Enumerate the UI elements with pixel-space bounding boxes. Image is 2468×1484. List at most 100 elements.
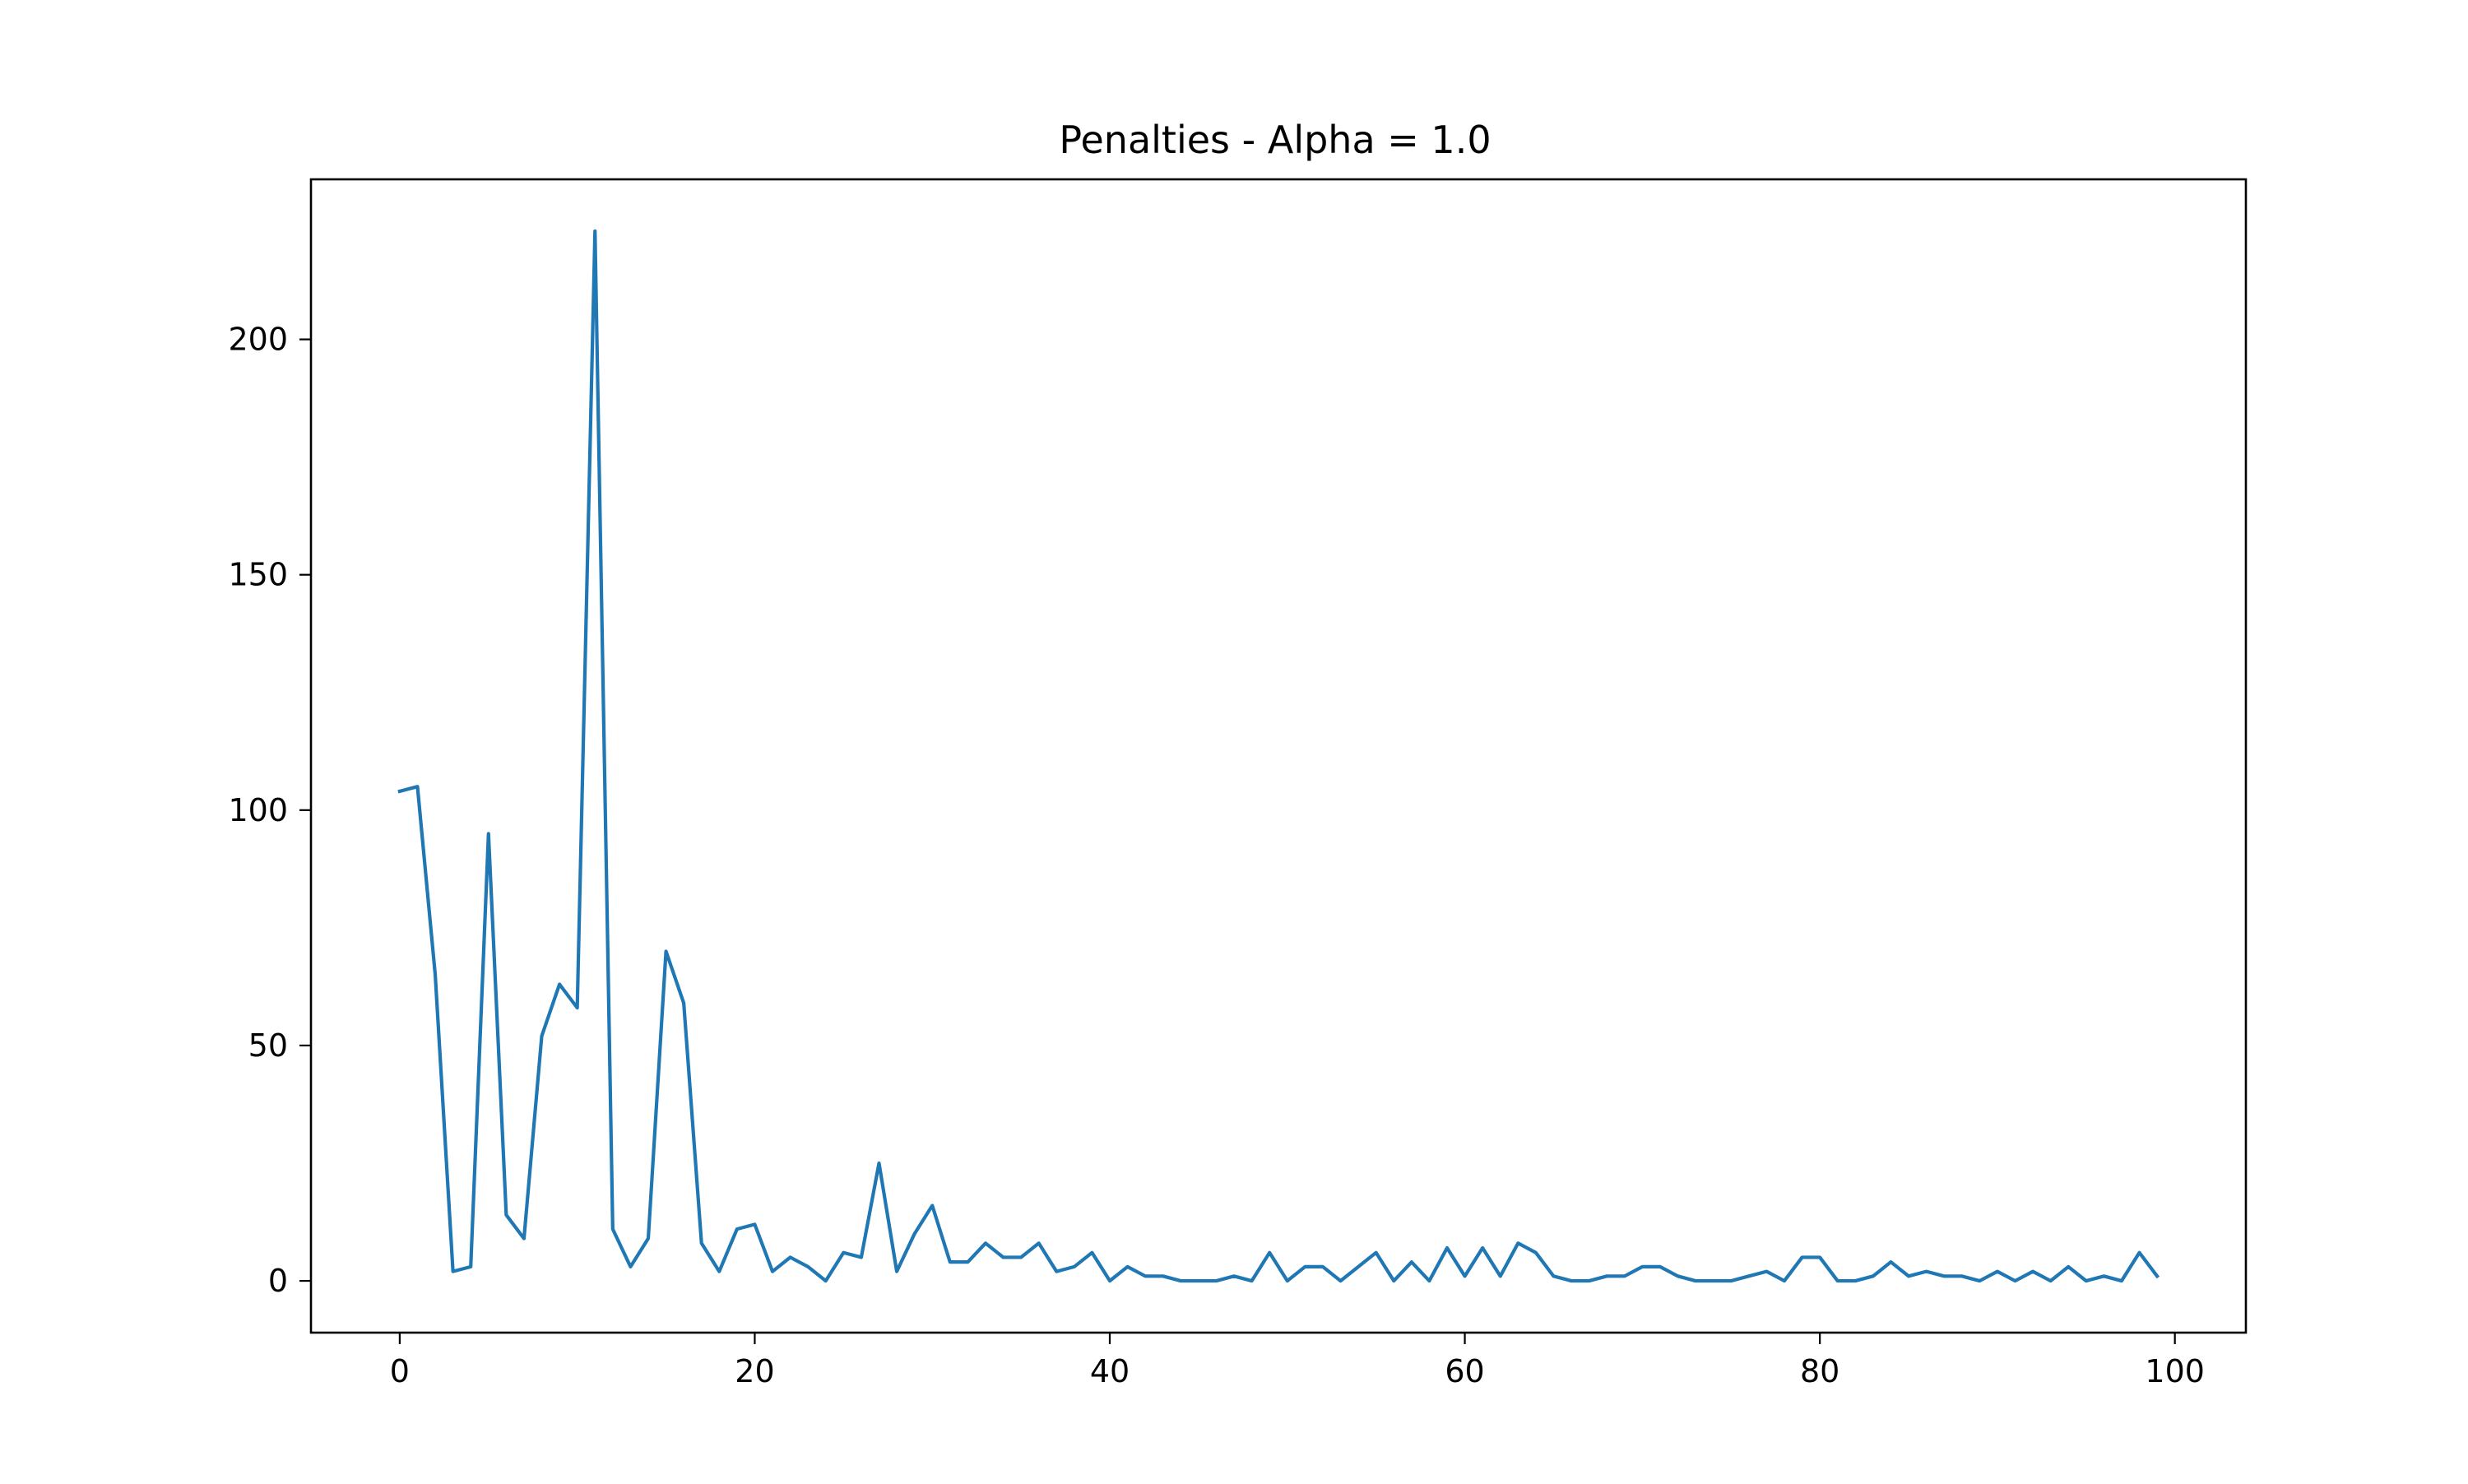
data-point <box>1782 1278 1787 1283</box>
x-tick-label: 80 <box>1800 1353 1839 1389</box>
data-point <box>717 1269 721 1274</box>
data-point <box>1587 1278 1592 1283</box>
data-point <box>486 831 491 836</box>
data-point <box>1320 1264 1325 1269</box>
chart-title: Penalties - Alpha = 1.0 <box>1059 118 1491 162</box>
data-point <box>2012 1278 2017 1283</box>
data-point <box>1374 1250 1379 1255</box>
plot-area: 0 20 40 60 80 100 0 50 100 150 200 <box>228 178 2248 1389</box>
data-point <box>1480 1245 1485 1250</box>
data-point <box>859 1254 864 1259</box>
data-point <box>1409 1259 1414 1264</box>
data-point <box>557 982 562 987</box>
data-point <box>983 1241 988 1245</box>
axes-frame <box>309 178 2248 1334</box>
data-point <box>1747 1273 1751 1278</box>
data-point <box>610 1227 615 1231</box>
data-point <box>1072 1264 1077 1269</box>
data-point <box>1693 1278 1698 1283</box>
data-point <box>1107 1278 1112 1283</box>
data-point <box>1604 1273 1609 1278</box>
data-point <box>930 1203 935 1208</box>
data-point <box>1906 1273 1911 1278</box>
data-point <box>575 1005 580 1010</box>
data-point <box>397 789 402 794</box>
data-point <box>1161 1273 1166 1278</box>
x-tick-label: 60 <box>1445 1353 1484 1389</box>
data-point <box>1089 1250 1094 1255</box>
data-point <box>1196 1278 1201 1283</box>
data-point <box>1515 1241 1520 1245</box>
data-point <box>1232 1273 1236 1278</box>
y-tick-label: 50 <box>248 1027 288 1064</box>
data-point <box>1941 1273 1946 1278</box>
data-point <box>451 1269 456 1274</box>
data-point <box>681 1000 686 1005</box>
data-point <box>1764 1269 1769 1274</box>
data-point <box>1213 1278 1218 1283</box>
data-point <box>2137 1250 2142 1255</box>
data-point <box>1533 1250 1538 1255</box>
data-point <box>699 1241 704 1245</box>
y-tick-label: 0 <box>268 1263 288 1299</box>
data-point <box>433 972 438 977</box>
data-point <box>823 1278 828 1283</box>
y-tick-label: 200 <box>228 322 288 358</box>
data-point <box>1728 1278 1733 1283</box>
data-point <box>1551 1273 1556 1278</box>
data-point <box>1356 1264 1361 1269</box>
data-point <box>2048 1278 2053 1283</box>
data-point <box>1463 1273 1468 1278</box>
data-point <box>1569 1278 1574 1283</box>
data-point <box>1960 1273 1965 1278</box>
data-point <box>1817 1254 1822 1259</box>
data-point <box>1125 1264 1130 1269</box>
data-point <box>1640 1264 1645 1269</box>
data-point <box>503 1213 508 1217</box>
data-point <box>1302 1264 1307 1269</box>
data-point <box>2119 1278 2124 1283</box>
x-tick-label: 20 <box>735 1353 774 1389</box>
data-point <box>788 1254 793 1259</box>
data-point <box>877 1161 882 1166</box>
data-point <box>752 1222 757 1227</box>
data-point <box>948 1259 953 1264</box>
data-point <box>1250 1278 1255 1283</box>
data-point <box>1977 1278 1982 1283</box>
data-point <box>1054 1269 1059 1274</box>
data-point <box>1924 1269 1929 1274</box>
y-tick-label: 100 <box>228 792 288 828</box>
data-point <box>1285 1278 1290 1283</box>
data-point <box>2084 1278 2089 1283</box>
data-point <box>735 1227 740 1231</box>
data-point <box>646 1236 651 1241</box>
x-tick-label: 0 <box>390 1353 410 1389</box>
data-point <box>1871 1273 1876 1278</box>
data-point <box>522 1236 527 1241</box>
data-point <box>1800 1254 1805 1259</box>
data-point <box>468 1264 473 1269</box>
x-tick-label: 100 <box>2145 1353 2205 1389</box>
series-line-0 <box>397 229 2160 1283</box>
data-point <box>1267 1250 1272 1255</box>
data-point <box>2101 1273 2106 1278</box>
data-point <box>1178 1278 1183 1283</box>
y-tick-label: 150 <box>228 557 288 593</box>
data-point <box>1995 1269 2000 1274</box>
data-point <box>1445 1245 1450 1250</box>
data-point <box>894 1269 899 1274</box>
data-point <box>770 1269 775 1274</box>
data-point <box>1676 1273 1681 1278</box>
data-point <box>1018 1254 1023 1259</box>
data-point <box>841 1250 846 1255</box>
data-point <box>1143 1273 1148 1278</box>
data-point <box>912 1231 917 1236</box>
data-point <box>628 1264 633 1269</box>
data-point <box>592 229 597 234</box>
data-point <box>1427 1278 1431 1283</box>
data-point <box>1498 1273 1503 1278</box>
data-point <box>1888 1259 1893 1264</box>
data-point <box>2066 1264 2071 1269</box>
